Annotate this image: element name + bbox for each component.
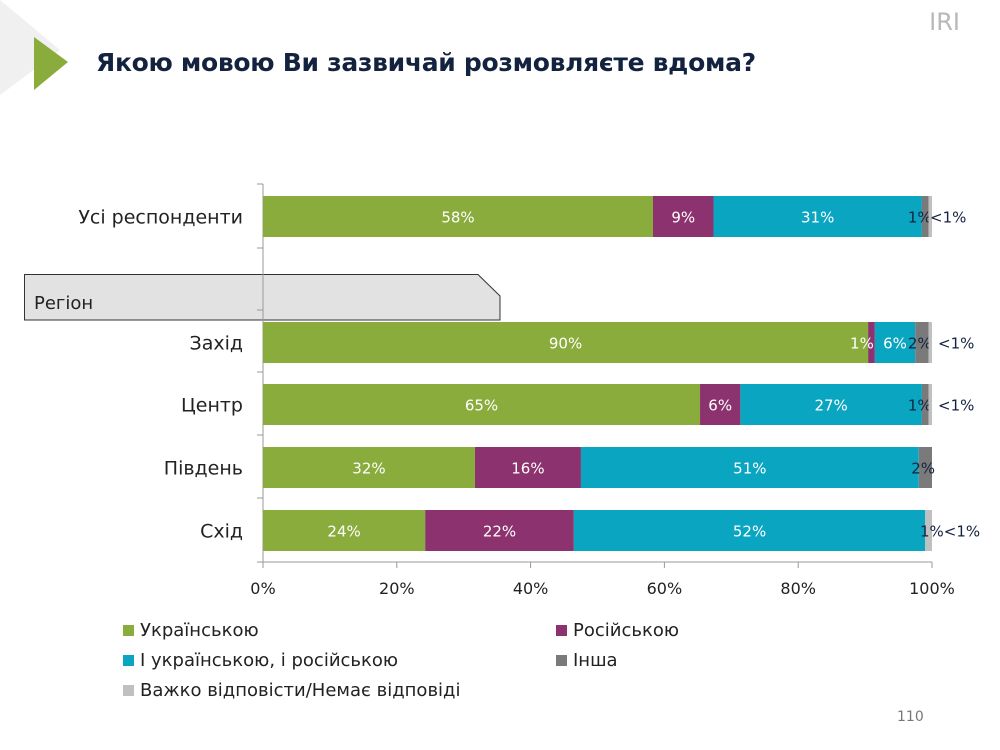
category-label: Усі респонденти <box>78 207 243 229</box>
bar-segment <box>918 447 932 488</box>
bar-segment <box>713 196 922 237</box>
bar-segment <box>263 510 426 551</box>
x-tick-label: 20% <box>379 579 415 598</box>
legend-item: І українською, і російською <box>123 650 398 671</box>
legend-label: Важко відповісти/Немає відповіді <box>140 680 461 701</box>
bar-segment <box>915 322 929 363</box>
bar-segment <box>928 384 932 425</box>
logo: IRI <box>929 8 960 36</box>
bar-segment <box>700 384 741 425</box>
bar-segment <box>580 447 919 488</box>
bar-segment <box>263 322 869 363</box>
data-label: 58% <box>441 209 474 227</box>
data-label: 2% <box>908 335 932 353</box>
data-label: 1% <box>908 397 932 415</box>
legend-swatch <box>123 655 134 666</box>
bar-segment <box>921 384 929 425</box>
bar-segment <box>263 384 701 425</box>
bar-segment <box>652 196 714 237</box>
data-label: <1% <box>938 335 974 353</box>
legend-label: Українською <box>140 620 259 641</box>
bar-segment <box>573 510 926 551</box>
data-label: 6% <box>708 397 732 415</box>
data-label: 16% <box>511 460 544 478</box>
data-label: 1% <box>908 209 932 227</box>
legend-label: І українською, і російською <box>140 650 399 671</box>
data-label: 90% <box>549 335 582 353</box>
region-label: Регіон <box>34 293 94 314</box>
x-tick-label: 40% <box>513 579 549 598</box>
category-label: Захід <box>190 333 243 355</box>
bar-segment <box>874 322 916 363</box>
data-label: 6% <box>883 335 907 353</box>
data-label: 22% <box>483 523 516 541</box>
data-label: <1% <box>938 397 974 415</box>
bar-segment <box>925 510 932 551</box>
page-number: 110 <box>897 709 924 725</box>
data-label: 2% <box>911 460 935 478</box>
category-label: Південь <box>164 458 243 480</box>
region-group-box <box>24 274 501 321</box>
x-tick-label: 80% <box>780 579 816 598</box>
bar-segment <box>928 322 932 363</box>
data-label: 24% <box>327 523 360 541</box>
data-label: 1% <box>850 335 874 353</box>
x-tick-label: 0% <box>250 579 275 598</box>
bar-segment <box>425 510 574 551</box>
data-label: 9% <box>671 209 695 227</box>
legend-swatch <box>556 655 567 666</box>
category-label: Центр <box>181 395 243 417</box>
bar-segment <box>474 447 581 488</box>
legend-swatch <box>123 685 134 696</box>
bar-segment <box>928 196 932 237</box>
slide-decoration <box>0 0 68 95</box>
page-title: Якою мовою Ви зазвичай розмовляєте вдома… <box>96 48 756 77</box>
data-label: <1% <box>930 209 966 227</box>
category-label: Схід <box>200 521 243 543</box>
legend-item: Російською <box>556 620 679 641</box>
legend-item: Українською <box>123 620 259 641</box>
legend-swatch <box>123 625 134 636</box>
data-label: 31% <box>801 209 834 227</box>
data-label: 52% <box>733 523 766 541</box>
legend-item: Інша <box>556 650 618 671</box>
bar-segment <box>921 196 929 237</box>
x-tick-label: 100% <box>909 579 955 598</box>
data-label: 1%<1% <box>920 523 980 541</box>
data-label: 65% <box>465 397 498 415</box>
legend-swatch <box>556 625 567 636</box>
play-triangle-icon <box>34 37 68 90</box>
legend-label: Російською <box>573 620 680 641</box>
bar-segment <box>868 322 875 363</box>
legend-label: Інша <box>573 650 618 671</box>
bar-segment <box>740 384 922 425</box>
data-label: 27% <box>814 397 847 415</box>
data-label: 32% <box>352 460 385 478</box>
background-triangle <box>0 0 60 95</box>
legend-item: Важко відповісти/Немає відповіді <box>123 680 461 701</box>
data-label: 51% <box>733 460 766 478</box>
bar-segment <box>263 447 475 488</box>
bar-segment <box>263 196 653 237</box>
x-tick-label: 60% <box>647 579 683 598</box>
